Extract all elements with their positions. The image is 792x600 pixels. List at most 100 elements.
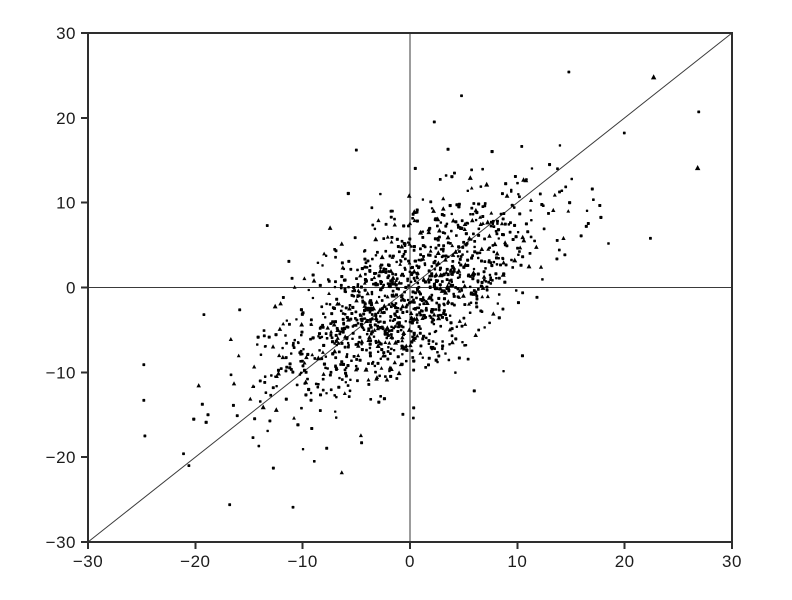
data-point [542,227,546,231]
data-point [447,287,450,290]
data-point [418,292,422,296]
data-point [347,395,351,398]
data-point [466,258,470,262]
data-point [379,395,382,398]
data-point [277,353,282,358]
data-point [462,280,465,284]
data-point [516,181,519,185]
data-point [272,303,278,309]
data-point [450,272,453,276]
data-point [518,195,521,199]
x-axis-tick-label: −30 [73,552,103,571]
data-point [447,255,450,259]
data-point [344,306,348,310]
data-point [444,254,448,258]
data-point [396,330,400,334]
data-point [335,335,340,340]
data-point [238,308,242,312]
data-point [412,331,416,335]
data-point [446,302,449,305]
data-point [251,436,255,440]
data-point [422,302,426,306]
data-point [442,297,447,301]
data-point [433,287,437,291]
data-point [264,345,267,348]
data-point [468,285,472,289]
data-point [475,305,479,309]
data-point [266,429,269,433]
data-point [358,335,362,339]
data-point [358,433,363,438]
data-point [393,317,397,321]
data-point [462,265,466,269]
data-point [339,330,343,333]
data-point [376,361,380,365]
data-point [270,344,276,349]
data-point [334,366,339,371]
data-point [401,255,405,258]
data-point [445,234,451,240]
data-point [411,216,414,220]
data-point [563,253,567,257]
data-point [368,268,372,273]
data-point [510,203,514,207]
x-axis-tick-label: 0 [405,552,415,571]
data-point [579,234,583,238]
data-point [520,354,524,358]
data-point [375,326,380,331]
data-point [466,222,470,225]
data-point [436,350,439,354]
data-point [470,168,473,172]
data-point [435,301,439,305]
data-point [393,313,398,317]
data-point [408,237,412,241]
data-point [477,227,481,231]
data-point [499,212,503,216]
data-point [585,209,589,212]
data-point [387,284,391,288]
data-point [381,353,386,358]
data-point [474,290,478,294]
data-point [442,309,446,313]
data-point [385,307,388,311]
data-point [388,254,392,258]
data-point [356,285,360,288]
data-point [560,189,564,193]
data-point [329,370,333,374]
data-point [372,275,377,280]
data-point [299,360,302,363]
data-point [446,299,451,304]
data-point [490,278,494,282]
data-point [450,229,453,233]
data-point [406,277,410,281]
data-point [502,272,506,276]
data-point [367,382,371,386]
data-point [598,204,602,207]
data-point [430,310,434,314]
data-point [405,310,409,313]
data-point [489,276,492,279]
data-point [248,396,253,401]
data-point [356,268,359,272]
data-point [415,264,419,268]
data-point [454,337,458,341]
data-point [392,360,397,365]
data-point [379,357,382,360]
data-point [412,416,415,420]
data-point [470,206,474,210]
data-point [424,365,428,369]
data-point [521,255,525,259]
data-point [284,369,288,373]
data-point [324,366,327,370]
data-point [379,282,383,286]
data-point [318,409,322,413]
data-point [462,316,466,320]
data-point [434,329,438,333]
data-point [495,276,498,280]
data-point [457,318,462,323]
data-point [359,322,364,327]
data-point [351,331,355,335]
data-point [382,351,386,355]
data-point [382,320,386,324]
data-point [389,374,393,378]
